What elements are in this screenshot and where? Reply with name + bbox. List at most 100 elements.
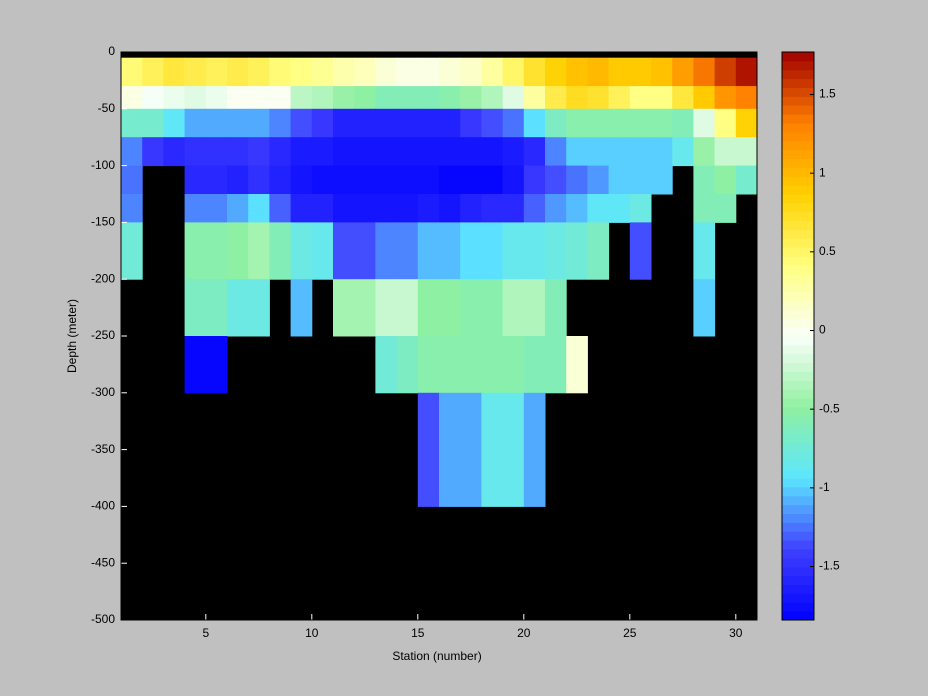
heatmap-cell xyxy=(311,86,334,110)
heatmap-cell xyxy=(375,57,398,87)
colorbar-tick-label: 0 xyxy=(819,323,826,337)
colorbar-segment xyxy=(782,291,814,301)
heatmap-cell xyxy=(227,108,249,138)
colorbar-segment xyxy=(782,273,814,284)
colorbar-segment xyxy=(782,478,814,488)
heatmap-cell xyxy=(566,194,588,223)
heatmap-cell xyxy=(439,336,461,394)
heatmap-cell xyxy=(735,86,758,110)
heatmap-cell xyxy=(417,222,440,280)
heatmap-cell xyxy=(121,222,143,280)
colorbar-segment xyxy=(782,415,814,426)
heatmap-cell xyxy=(545,222,567,280)
heatmap-cell xyxy=(523,86,546,110)
heatmap-cell xyxy=(439,165,461,195)
heatmap-cell xyxy=(608,194,631,223)
heatmap-cell xyxy=(417,57,440,87)
colorbar-segment xyxy=(782,131,814,142)
colorbar-segment xyxy=(782,247,814,257)
heatmap-cell xyxy=(608,165,631,195)
heatmap-cell xyxy=(417,336,440,394)
heatmap-cell xyxy=(205,57,228,87)
colorbar-segment xyxy=(782,380,814,390)
heatmap-cell xyxy=(714,137,737,167)
heatmap-cell xyxy=(121,57,143,87)
colorbar-segment xyxy=(782,362,814,372)
colorbar-segment xyxy=(782,460,814,470)
heatmap-cell xyxy=(184,194,207,223)
heatmap-cell xyxy=(333,108,355,138)
heatmap-cell xyxy=(227,194,249,223)
heatmap-cell xyxy=(375,194,398,223)
heatmap-cell xyxy=(502,222,525,280)
heatmap-cell xyxy=(629,137,652,167)
heatmap-cell xyxy=(184,222,207,280)
heatmap-cell xyxy=(693,165,716,195)
colorbar-segment xyxy=(782,442,814,452)
heatmap-cell xyxy=(566,165,588,195)
heatmap-cell xyxy=(460,165,482,195)
heatmap-cell xyxy=(205,222,228,280)
heatmap-cell xyxy=(375,279,398,337)
heatmap-cell xyxy=(184,137,207,167)
colorbar-tick-label: -0.5 xyxy=(819,401,840,415)
x-axis-label: Station (number) xyxy=(392,649,481,663)
heatmap-cell xyxy=(714,108,737,138)
heatmap-cell xyxy=(460,137,482,167)
heatmap-cell xyxy=(523,222,546,280)
heatmap-cell xyxy=(184,86,207,110)
heatmap-cell xyxy=(417,86,440,110)
heatmap-cell xyxy=(566,336,588,394)
colorbar-segment xyxy=(782,149,814,159)
heatmap-cell xyxy=(545,108,567,138)
colorbar-tick-label: -1 xyxy=(819,480,830,494)
heatmap-cell xyxy=(439,222,461,280)
heatmap-cell xyxy=(290,222,313,280)
colorbar-segment xyxy=(782,584,814,594)
heatmap-cell xyxy=(566,137,588,167)
heatmap-cell xyxy=(163,108,186,138)
heatmap-cell xyxy=(142,86,164,110)
heatmap-cell xyxy=(227,165,249,195)
colorbar-segment xyxy=(782,593,814,603)
colorbar-segment xyxy=(782,398,814,408)
heatmap-cell xyxy=(311,108,334,138)
colorbar-segment xyxy=(782,353,814,364)
heatmap-cell xyxy=(735,165,758,195)
heatmap-cell xyxy=(545,165,567,195)
heatmap-cell xyxy=(545,137,567,167)
colorbar-segment xyxy=(782,549,814,559)
heatmap-cell xyxy=(481,279,504,337)
heatmap-cell xyxy=(460,57,482,87)
y-axis-label: Depth (meter) xyxy=(65,299,79,373)
colorbar-segment xyxy=(782,238,814,248)
heatmap-cell xyxy=(417,392,440,507)
heatmap-cell xyxy=(417,279,440,337)
heatmap-cell xyxy=(587,194,610,223)
heatmap-cell xyxy=(439,392,461,507)
heatmap-cell xyxy=(333,57,355,87)
heatmap-cell xyxy=(354,194,376,223)
heatmap-cell xyxy=(608,137,631,167)
heatmap-cell xyxy=(587,137,610,167)
heatmap-cell xyxy=(481,222,504,280)
y-tick-label: -50 xyxy=(98,101,116,115)
heatmap-cell xyxy=(587,86,610,110)
heatmap-cell xyxy=(735,57,758,87)
heatmap-cell xyxy=(417,108,440,138)
heatmap-cell xyxy=(121,194,143,223)
heatmap-cell xyxy=(396,108,419,138)
heatmap-cell xyxy=(142,137,164,167)
heatmap-cell xyxy=(311,137,334,167)
heatmap-cell xyxy=(523,108,546,138)
heatmap-cell xyxy=(354,279,376,337)
heatmap-cell xyxy=(205,194,228,223)
heatmap-cell xyxy=(354,108,376,138)
heatmap-cell xyxy=(227,137,249,167)
colorbar-segment xyxy=(782,87,814,97)
heatmap-cell xyxy=(481,336,504,394)
heatmap-cell xyxy=(502,336,525,394)
heatmap-cell xyxy=(269,108,292,138)
colorbar-segment xyxy=(782,60,814,71)
